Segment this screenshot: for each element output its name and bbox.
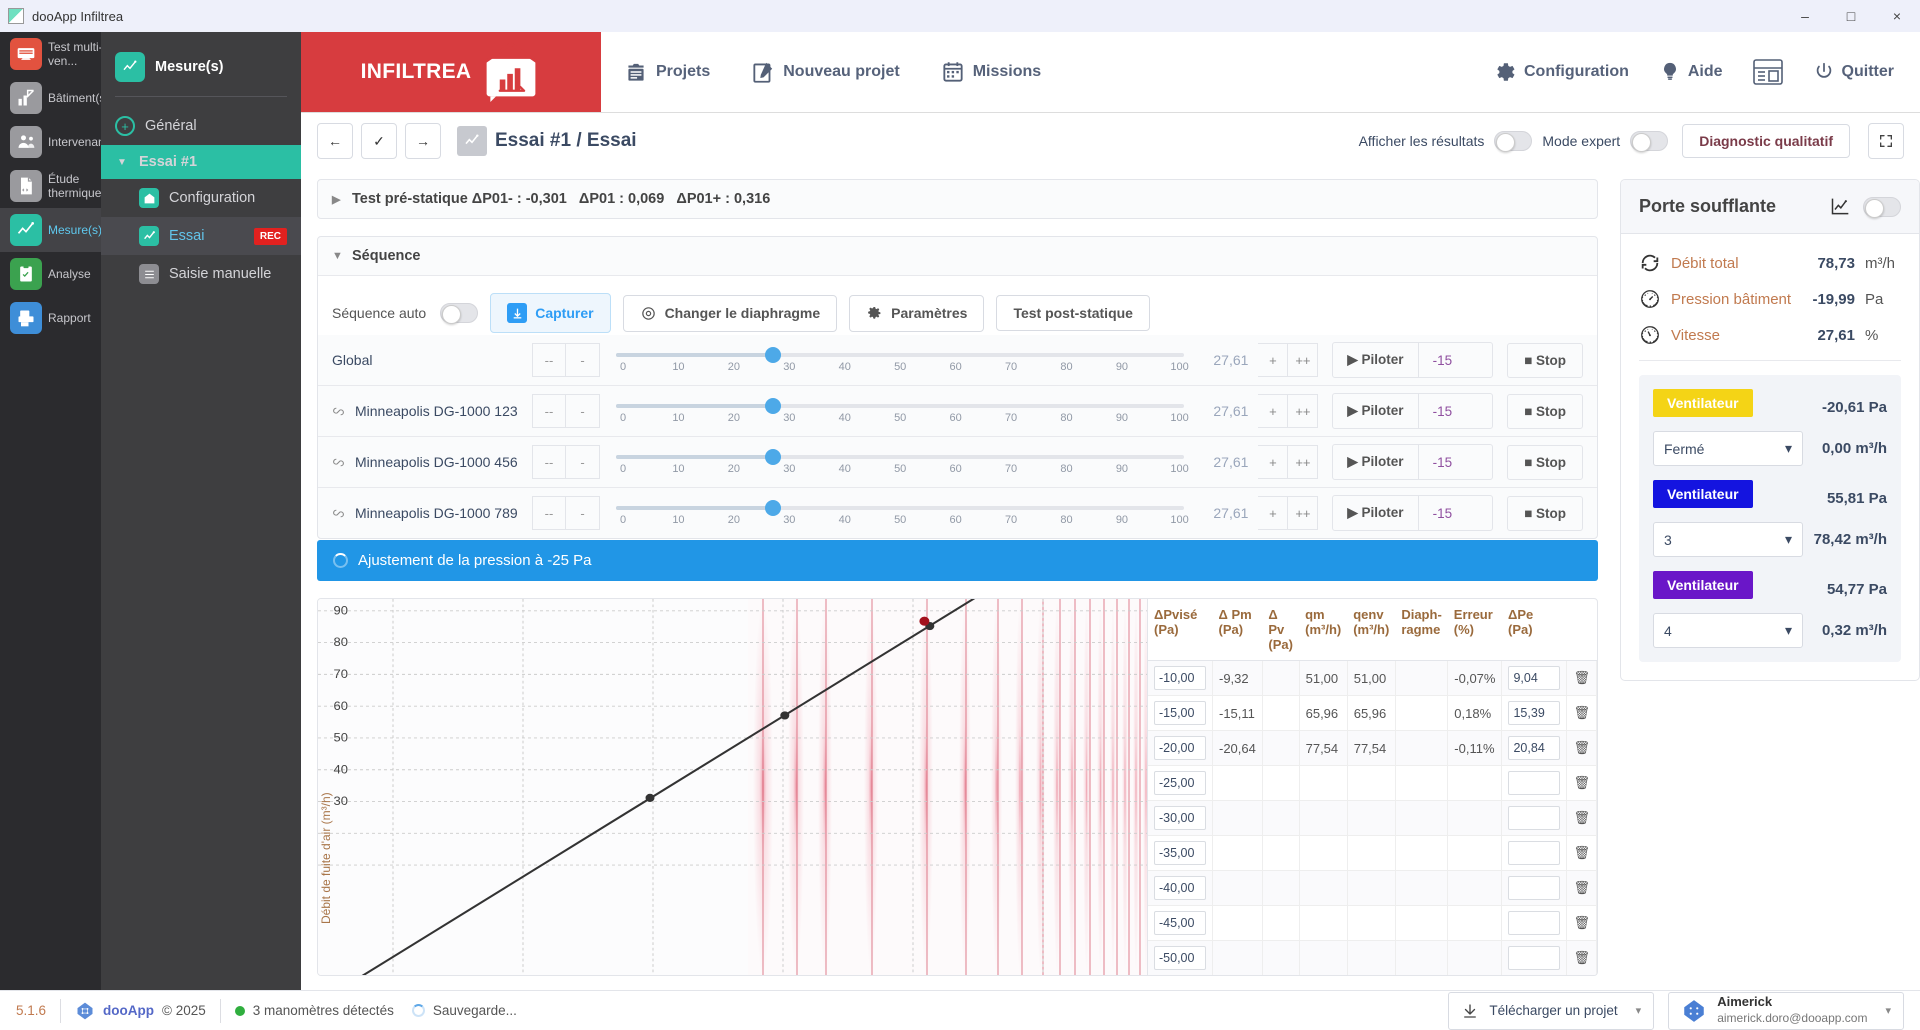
svg-text:90: 90 bbox=[334, 604, 349, 617]
svg-text:60: 60 bbox=[334, 699, 349, 712]
svg-text:40: 40 bbox=[334, 763, 349, 776]
svg-text:50: 50 bbox=[334, 731, 349, 744]
svg-text:30: 30 bbox=[334, 795, 349, 808]
svg-text:80: 80 bbox=[334, 636, 349, 649]
svg-text:70: 70 bbox=[334, 668, 349, 681]
